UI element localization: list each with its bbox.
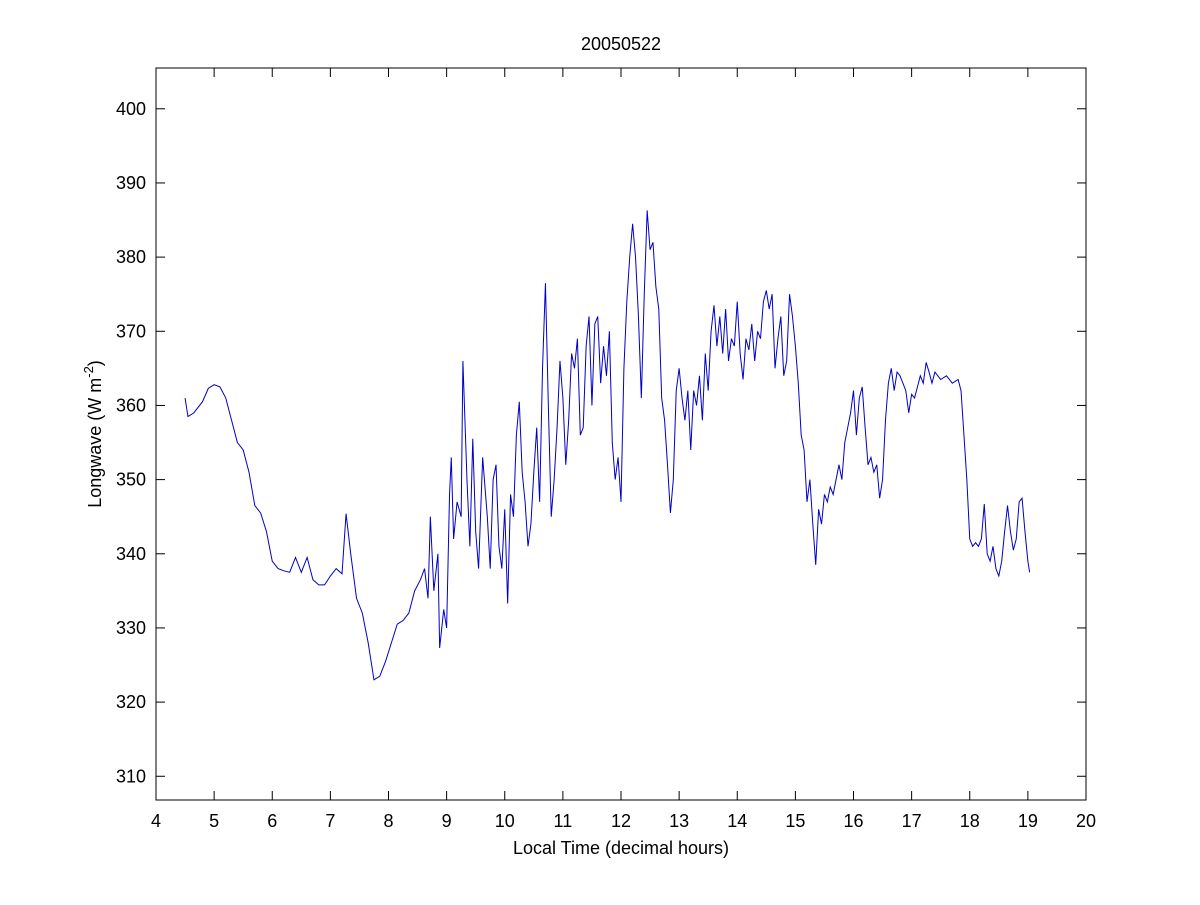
x-tick-label: 5: [209, 811, 219, 831]
y-label-text: Longwave (W m: [85, 378, 105, 508]
y-tick-label: 310: [116, 766, 146, 786]
x-tick-label: 4: [151, 811, 161, 831]
y-tick-label: 340: [116, 544, 146, 564]
y-label-superscript: -2: [81, 366, 96, 378]
data-line: [184, 210, 1031, 681]
x-tick-label: 13: [669, 811, 689, 831]
axes-box: [155, 67, 1087, 801]
x-tick-label: 15: [785, 811, 805, 831]
x-tick-label: 20: [1076, 811, 1096, 831]
x-tick-label: 18: [960, 811, 980, 831]
y-tick-label: 360: [116, 395, 146, 415]
x-tick-label: 9: [442, 811, 452, 831]
y-tick-label: 330: [116, 618, 146, 638]
x-tick-label: 10: [495, 811, 515, 831]
x-tick-label: 16: [843, 811, 863, 831]
x-axis-label: Local Time (decimal hours): [513, 838, 729, 858]
x-tick-label: 7: [325, 811, 335, 831]
y-tick-label: 390: [116, 173, 146, 193]
x-tick-label: 14: [727, 811, 747, 831]
y-label-suffix: ): [85, 360, 105, 366]
y-tick-label: 380: [116, 247, 146, 267]
x-tick-label: 8: [383, 811, 393, 831]
chart-title: 20050522: [581, 34, 661, 54]
x-tick-label: 6: [267, 811, 277, 831]
x-tick-label: 19: [1018, 811, 1038, 831]
x-tick-label: 17: [902, 811, 922, 831]
y-tick-label: 320: [116, 692, 146, 712]
y-axis-label: Longwave (W m-2): [81, 360, 105, 508]
x-tick-label: 11: [554, 811, 573, 831]
x-tick-label: 12: [611, 811, 631, 831]
y-tick-label: 400: [116, 99, 146, 119]
y-tick-label: 370: [116, 321, 146, 341]
y-tick-label: 350: [116, 470, 146, 490]
